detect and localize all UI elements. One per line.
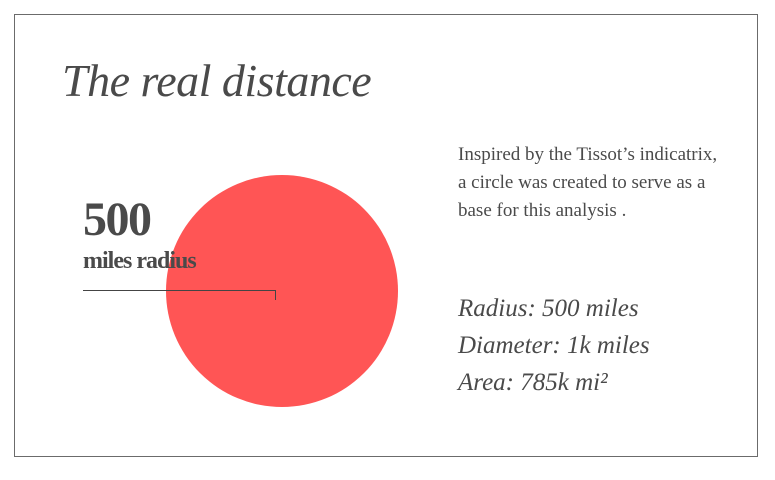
card-frame [14,14,758,457]
stats-list: Radius: 500 miles Diameter: 1k miles Are… [458,290,650,401]
radius-value: 500 [83,193,152,246]
stat-radius: Radius: 500 miles [458,295,639,322]
radius-unit-label: miles radius [83,248,197,274]
radius-circle [166,175,398,407]
page-title: The real distance [62,55,372,106]
radius-line [83,290,275,291]
radius-line-tick [275,290,276,300]
stat-area: Area: 785k mi² [458,369,608,396]
description-text: Inspired by the Tissot’s indicatrix, a c… [458,144,718,221]
stat-diameter: Diameter: 1k miles [458,332,650,359]
